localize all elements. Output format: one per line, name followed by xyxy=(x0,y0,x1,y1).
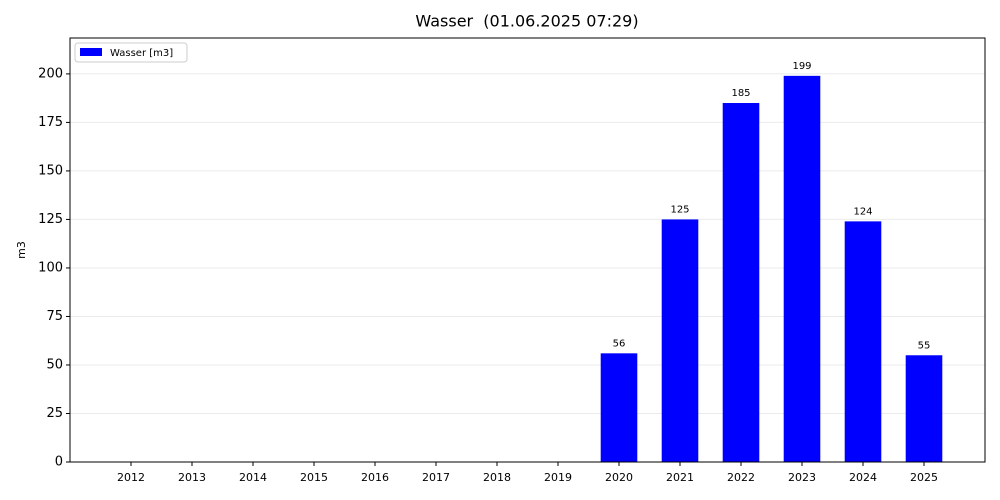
y-tick-label: 75 xyxy=(46,309,63,324)
y-tick-label: 125 xyxy=(38,212,63,227)
x-tick-label: 2017 xyxy=(422,471,450,484)
x-tick-label: 2014 xyxy=(239,471,267,484)
x-tick-label: 2023 xyxy=(788,471,816,484)
legend-swatch xyxy=(80,48,102,56)
x-tick-label: 2022 xyxy=(727,471,755,484)
y-tick-label: 150 xyxy=(38,163,63,178)
x-tick-label: 2025 xyxy=(910,471,938,484)
legend-box xyxy=(74,42,188,63)
x-tick-label: 2018 xyxy=(483,471,511,484)
y-axis-label: m3 xyxy=(15,241,28,259)
bar xyxy=(844,221,882,462)
value-label: 185 xyxy=(731,88,750,99)
x-tick-label: 2012 xyxy=(117,471,145,484)
x-tick-label: 2016 xyxy=(361,471,389,484)
y-tick-label: 200 xyxy=(38,66,63,81)
x-tick-label: 2021 xyxy=(666,471,694,484)
bar xyxy=(905,355,943,462)
y-tick-label: 100 xyxy=(38,260,63,275)
y-tick-label: 175 xyxy=(38,115,63,130)
bar xyxy=(722,103,760,462)
value-label: 55 xyxy=(918,340,931,351)
plot-frame xyxy=(69,37,986,463)
x-tick-label: 2019 xyxy=(544,471,572,484)
x-tick-label: 2024 xyxy=(849,471,877,484)
value-label: 56 xyxy=(613,338,626,349)
value-label: 199 xyxy=(792,61,811,72)
y-tick-label: 50 xyxy=(46,357,63,372)
x-tick-label: 2015 xyxy=(300,471,328,484)
bar xyxy=(783,75,821,462)
bar xyxy=(600,353,638,462)
chart-title: Wasser (01.06.2025 07:29) xyxy=(415,12,638,31)
x-tick-label: 2020 xyxy=(605,471,633,484)
legend-label: Wasser [m3] xyxy=(110,48,173,59)
y-tick-label: 0 xyxy=(55,455,63,470)
x-tick-label: 2013 xyxy=(178,471,206,484)
value-label: 125 xyxy=(670,204,689,215)
value-label: 124 xyxy=(853,206,872,217)
y-tick-label: 25 xyxy=(46,406,63,421)
bar xyxy=(661,219,699,462)
